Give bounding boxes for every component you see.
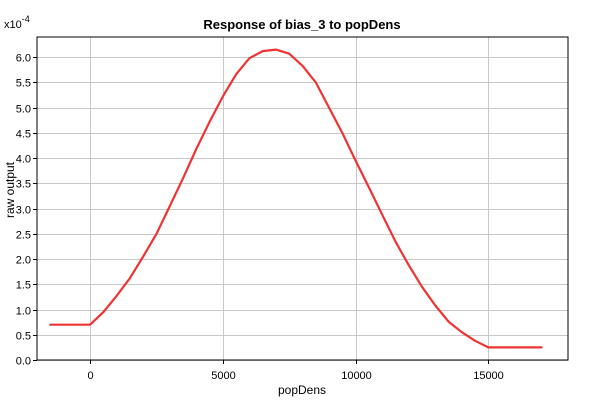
ticks: 0 5000 10000 15000 0.0 0.5 1.0 1.5 2.0 2.5 3.0 3.5 4…: [16, 53, 504, 383]
y-tick-label: 1.0: [16, 306, 31, 318]
y-tick-label: 0.0: [16, 356, 31, 368]
y-tick-label: 5.0: [16, 104, 31, 116]
y-tick-label: 3.5: [16, 179, 31, 191]
y-tick-label: 3.0: [16, 205, 31, 217]
x-tick-label: 15000: [473, 370, 504, 382]
y-multiplier-base: x10: [4, 19, 22, 31]
x-axis-label: popDens: [278, 383, 326, 397]
series-layer: [49, 48, 543, 349]
plot-area: [37, 37, 568, 360]
y-axis-label: raw output: [3, 161, 17, 218]
y-tick-label: 5.5: [16, 78, 31, 90]
y-multiplier-label: x10-4: [4, 14, 30, 31]
y-tick-label: 6.0: [16, 53, 31, 65]
y-tick-label: 2.0: [16, 255, 31, 267]
x-tick-label: 5000: [211, 370, 235, 382]
y-tick-label: 1.5: [16, 280, 31, 292]
y-tick-label: 4.5: [16, 129, 31, 141]
y-tick-label: 2.5: [16, 230, 31, 242]
series-line-0: [49, 48, 543, 349]
chart-title: Response of bias_3 to popDens: [203, 17, 400, 32]
y-multiplier-exponent: -4: [22, 14, 30, 24]
y-tick-label: 4.0: [16, 154, 31, 166]
x-tick-label: 10000: [341, 370, 372, 382]
x-tick-label: 0: [87, 370, 93, 382]
plot-frame: [36, 36, 569, 361]
y-tick-label: 0.5: [16, 331, 31, 343]
